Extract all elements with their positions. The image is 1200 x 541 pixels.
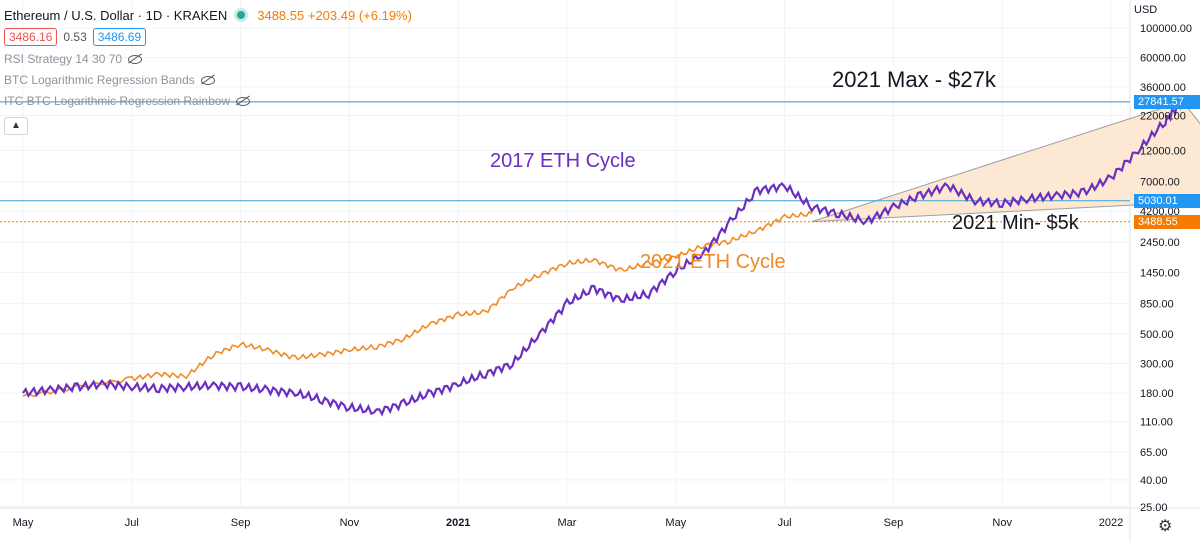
bid-ask-row: 3486.16 0.53 3486.69 xyxy=(4,26,412,48)
indicator-label: BTC Logarithmic Regression Bands xyxy=(4,72,195,87)
y-tick-label: 500.00 xyxy=(1140,329,1174,341)
gear-icon[interactable]: ⚙ xyxy=(1158,518,1173,535)
indicator-itc-rainbow[interactable]: ITC BTC Logarithmic Regression Rainbow xyxy=(4,90,412,111)
indicator-btc-log-bands[interactable]: BTC Logarithmic Regression Bands xyxy=(4,69,412,90)
market-status-dot xyxy=(237,11,246,19)
series-2017-eth-cycle xyxy=(22,101,1183,417)
y-tick-label: 1450.00 xyxy=(1140,268,1180,280)
symbol-title[interactable]: Ethereum / U.S. Dollar · 1D · KRAKEN xyxy=(4,7,228,23)
ask-price[interactable]: 3486.69 xyxy=(92,28,147,46)
x-tick-label: 2022 xyxy=(1099,517,1123,529)
x-tick-label: Nov xyxy=(340,517,360,529)
annotation-2021-max: 2021 Max - $27k xyxy=(832,67,997,92)
bid-price[interactable]: 3486.16 xyxy=(4,28,58,46)
price-axis-tag: 27841.57 xyxy=(1134,94,1200,109)
y-tick-label: 60000.00 xyxy=(1140,53,1186,65)
x-tick-label: Nov xyxy=(992,517,1012,529)
y-tick-label: 2450.00 xyxy=(1140,237,1180,249)
x-tick-label: Sep xyxy=(884,517,904,529)
x-tick-label: May xyxy=(665,517,686,529)
y-tick-label: 180.00 xyxy=(1140,388,1174,400)
x-tick-label: Sep xyxy=(231,517,251,529)
y-tick-label: 25.00 xyxy=(1140,502,1168,514)
chevron-up-icon[interactable]: ▲ xyxy=(4,117,28,135)
y-tick-label: 12000.00 xyxy=(1140,145,1186,157)
annotation-2021-cycle: 2021 ETH Cycle xyxy=(640,251,786,273)
indicator-label: ITC BTC Logarithmic Regression Rainbow xyxy=(4,93,231,108)
last-price: 3488.55 xyxy=(257,7,305,23)
price-axis-tag: 3488.55 xyxy=(1134,214,1200,229)
legend: Ethereum / U.S. Dollar · 1D · KRAKEN 348… xyxy=(4,4,412,111)
eye-off-icon[interactable] xyxy=(236,96,251,106)
price-change: +203.49 (+6.19%) xyxy=(307,7,412,23)
price-axis-tag: 5030.01 xyxy=(1134,193,1200,208)
x-tick-label: May xyxy=(13,517,34,529)
y-tick-label: 22000.00 xyxy=(1140,110,1186,122)
eye-off-icon[interactable] xyxy=(128,54,143,64)
x-tick-label: Jul xyxy=(778,517,792,529)
y-tick-label: 40.00 xyxy=(1140,475,1168,487)
y-tick-label: 850.00 xyxy=(1140,298,1174,310)
spread-value: 0.53 xyxy=(63,30,87,44)
series-2021-eth-cycle xyxy=(22,210,813,398)
eye-off-icon[interactable] xyxy=(200,75,215,85)
y-tick-label: 36000.00 xyxy=(1140,82,1186,94)
y-tick-label: 100000.00 xyxy=(1140,23,1192,35)
indicator-label: RSI Strategy 14 30 70 xyxy=(4,51,123,66)
x-tick-label: Mar xyxy=(558,517,577,529)
y-tick-label: 7000.00 xyxy=(1140,177,1180,189)
annotation-2021-min: 2021 Min- $5k xyxy=(952,212,1080,234)
y-tick-label: 300.00 xyxy=(1140,358,1174,370)
annotation-2017-cycle: 2017 ETH Cycle xyxy=(490,150,636,172)
y-tick-label: 65.00 xyxy=(1140,447,1168,459)
x-tick-label: 2021 xyxy=(446,517,470,529)
currency-label[interactable]: USD xyxy=(1134,4,1158,16)
indicator-rsi-strategy[interactable]: RSI Strategy 14 30 70 xyxy=(4,48,412,69)
x-tick-label: Jul xyxy=(125,517,139,529)
y-tick-label: 110.00 xyxy=(1140,416,1173,428)
symbol-row: Ethereum / U.S. Dollar · 1D · KRAKEN 348… xyxy=(4,4,412,26)
